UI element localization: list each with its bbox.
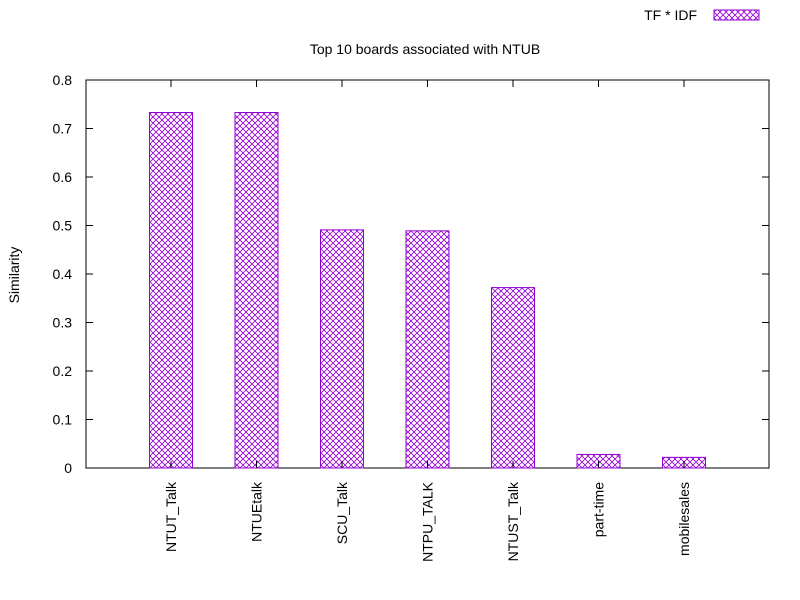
legend-swatch — [713, 9, 760, 21]
y-tick-label: 0.5 — [53, 218, 73, 234]
x-tick-label: NTUEtalk — [249, 481, 265, 542]
bar-scu-talk — [320, 229, 364, 469]
y-axis-ticks: 0 0.1 0.2 0.3 0.4 0.5 0.6 0.7 0.8 — [53, 72, 769, 476]
y-tick-label: 0.6 — [53, 169, 73, 185]
x-tick-label: mobilesales — [676, 482, 692, 556]
x-tick-label: NTUT_Talk — [163, 481, 179, 552]
legend-label: TF * IDF — [644, 7, 697, 23]
legend: TF * IDF — [644, 7, 760, 23]
bars — [149, 111, 706, 469]
y-tick-label: 0.7 — [53, 121, 73, 137]
y-tick-label: 0.4 — [53, 266, 73, 282]
y-tick-label: 0.3 — [53, 315, 73, 331]
bar-ntpu-talk — [405, 230, 450, 469]
chart-title: Top 10 boards associated with NTUB — [310, 41, 540, 57]
x-tick-label: SCU_Talk — [334, 481, 350, 544]
y-axis-label: Similarity — [6, 247, 22, 304]
y-tick-label: 0.8 — [53, 72, 73, 88]
bar-ntuetalk — [234, 111, 279, 469]
y-tick-label: 0.1 — [53, 412, 73, 428]
bar-ntut-talk — [149, 111, 193, 469]
x-tick-label: part-time — [591, 482, 607, 537]
y-tick-label: 0.2 — [53, 363, 73, 379]
bar-ntust-talk — [491, 287, 535, 469]
y-tick-label: 0 — [64, 460, 72, 476]
x-tick-label: NTPU_TALK — [420, 481, 436, 562]
x-tick-label: NTUST_Talk — [505, 481, 521, 561]
x-axis-ticks: NTUT_Talk NTUEtalk SCU_Talk NTPU_TALK NTUST_… — [163, 80, 692, 562]
